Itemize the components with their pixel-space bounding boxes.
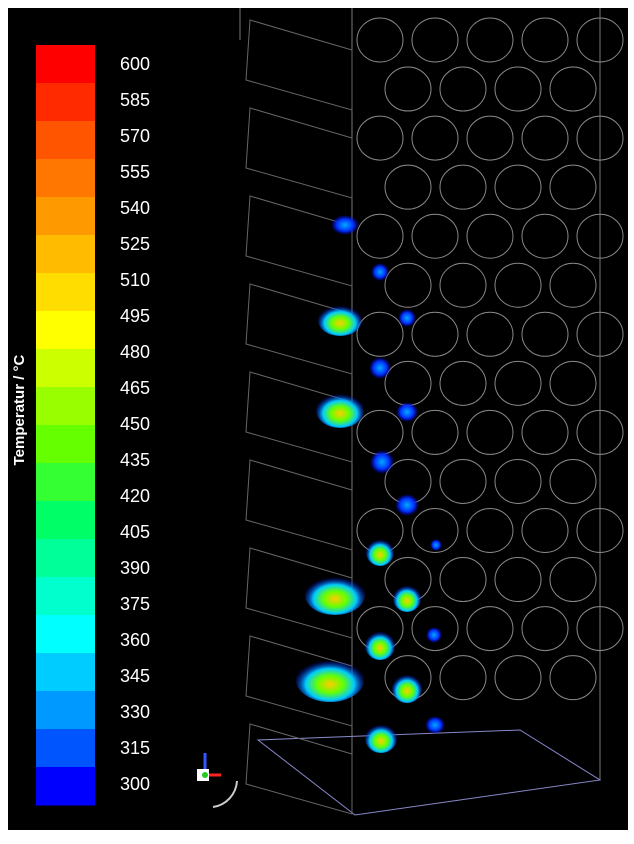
- temperature-spot: [398, 309, 416, 327]
- colorbar-band: [36, 729, 95, 768]
- colorbar-tick-label: 585: [120, 90, 150, 110]
- colorbar-tick-label: 420: [120, 486, 150, 506]
- colorbar-band: [36, 577, 95, 616]
- colorbar-tick-label: 465: [120, 378, 150, 398]
- temperature-spot: [318, 304, 362, 336]
- colorbar-band: [36, 273, 95, 312]
- colorbar-tick-label: 330: [120, 702, 150, 722]
- temperature-spot: [430, 539, 442, 551]
- temperature-spot: [392, 673, 422, 703]
- temperature-spot: [366, 538, 394, 566]
- colorbar-tick-label: 405: [120, 522, 150, 542]
- colorbar-tick-label: 450: [120, 414, 150, 434]
- temperature-spot: [396, 402, 418, 422]
- temperature-spot: [365, 630, 395, 660]
- colorbar-band: [36, 311, 95, 350]
- page: 600 585 570 555 540 525 510 495 480 465 450 435 420 4…: [0, 0, 634, 844]
- temperature-spot: [305, 575, 365, 615]
- colorbar-tick-label: 525: [120, 234, 150, 254]
- colorbar-tick-label: 510: [120, 270, 150, 290]
- temperature-spot: [371, 263, 389, 281]
- colorbar-band: [36, 387, 95, 426]
- colorbar-band: [36, 159, 95, 198]
- colorbar-tick-label: 480: [120, 342, 150, 362]
- background: [8, 8, 628, 830]
- colorbar-tick-label: 540: [120, 198, 150, 218]
- colorbar-tick-label: 360: [120, 630, 150, 650]
- colorbar-tick-label: 345: [120, 666, 150, 686]
- colorbar-band: [36, 501, 95, 540]
- colorbar-band: [36, 45, 95, 84]
- temperature-spot: [331, 215, 359, 235]
- colorbar-tick-label: 570: [120, 126, 150, 146]
- colorbar-band: [36, 121, 95, 160]
- colorbar-tick-label: 300: [120, 774, 150, 794]
- colorbar-band: [36, 615, 95, 654]
- temperature-spot: [296, 658, 364, 702]
- temperature-spot: [369, 357, 391, 379]
- colorbar-band: [36, 349, 95, 388]
- temperature-spot: [425, 716, 445, 734]
- temperature-spot: [395, 494, 419, 516]
- colorbar-tick-label: 390: [120, 558, 150, 578]
- temperature-spot: [426, 627, 442, 643]
- colorbar-tick-label: 600: [120, 54, 150, 74]
- colorbar-tick-label: 375: [120, 594, 150, 614]
- colorbar-label: Temperatur / °C: [11, 354, 28, 465]
- colorbar-tick-label: 435: [120, 450, 150, 470]
- colorbar-band: [36, 653, 95, 692]
- temperature-spot: [365, 723, 397, 753]
- colorbar-band: [36, 691, 95, 730]
- temperature-spot: [370, 450, 394, 474]
- render-view: 600 585 570 555 540 525 510 495 480 465 450 435 420 4…: [0, 0, 634, 844]
- colorbar-tick-label: 315: [120, 738, 150, 758]
- colorbar-tick-label: 555: [120, 162, 150, 182]
- temperature-spot: [316, 392, 364, 428]
- colorbar-tick-label: 495: [120, 306, 150, 326]
- colorbar-band: [36, 463, 95, 502]
- colorbar-band: [36, 197, 95, 236]
- colorbar-band: [36, 235, 95, 274]
- colorbar-band: [36, 425, 95, 464]
- colorbar-band: [36, 539, 95, 578]
- colorbar-band: [36, 767, 95, 806]
- temperature-spot: [393, 584, 421, 612]
- colorbar-band: [36, 83, 95, 122]
